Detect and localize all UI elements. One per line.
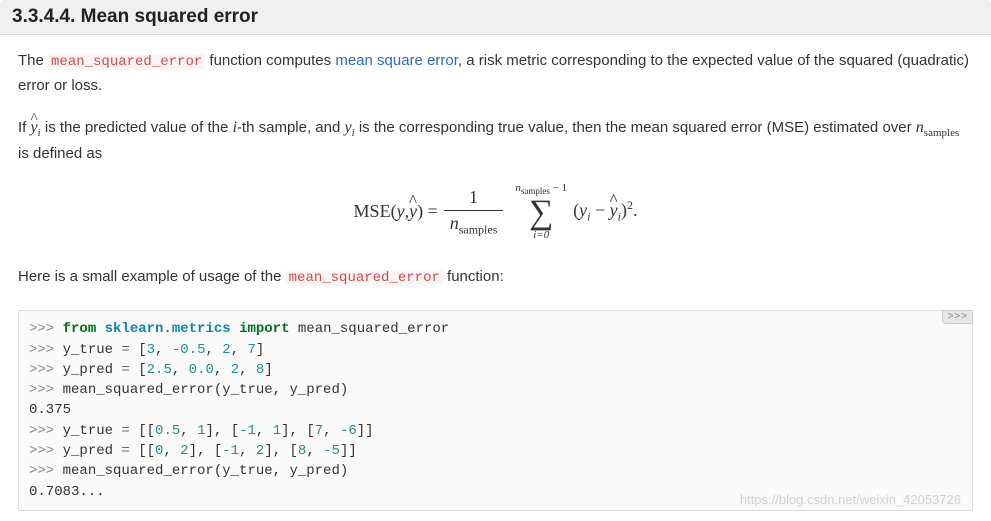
math-yhat: yi [31, 119, 41, 136]
code-inline-mse: mean_squared_error [48, 54, 205, 70]
text: -th sample, and [237, 119, 345, 136]
eq-frac-den: nsamples [444, 211, 504, 239]
eq-term: (yi − yi)2. [573, 196, 637, 227]
text: is the predicted value of the [41, 119, 233, 136]
eq-sum: nsamples − 1 ∑ i=0 [515, 183, 567, 241]
eq-yhat: y [409, 197, 417, 227]
code-example-wrap: >>> >>> from sklearn.metrics import mean… [18, 310, 973, 511]
text: is the corresponding true value, then th… [355, 119, 916, 136]
eq-sigma: ∑ [529, 196, 553, 230]
eq-frac-num: 1 [463, 185, 484, 210]
link-mse[interactable]: mean square error [335, 52, 458, 69]
paragraph-example: Here is a small example of usage of the … [18, 265, 973, 290]
eq-lhs-mse: MSE [354, 197, 391, 227]
text: Here is a small example of usage of the [18, 268, 286, 285]
eq-close-eq: ) = [417, 197, 438, 227]
equation-mse: MSE(y, y) = 1 nsamples nsamples − 1 ∑ i=… [18, 183, 973, 241]
math-y: yi [345, 119, 355, 136]
eq-sum-lower: i=0 [533, 230, 549, 241]
paragraph-definition: If yi is the predicted value of the i-th… [18, 115, 973, 167]
section-header: 3.3.4.4. Mean squared error [0, 0, 991, 35]
code-inline-mse-2: mean_squared_error [286, 270, 443, 286]
eq-y: y [397, 197, 405, 227]
text: is defined as [18, 145, 102, 162]
text: If [18, 119, 31, 136]
eq-fraction: 1 nsamples [444, 185, 504, 238]
math-nsamples: nsamples [916, 119, 959, 136]
text: The [18, 52, 48, 69]
text: function: [443, 268, 504, 285]
section-title: 3.3.4.4. Mean squared error [12, 6, 258, 27]
text: function computes [205, 52, 335, 69]
paragraph-intro: The mean_squared_error function computes… [18, 49, 973, 99]
code-example: >>> from sklearn.metrics import mean_squ… [18, 310, 973, 511]
content: The mean_squared_error function computes… [0, 35, 991, 310]
copy-prompt-button[interactable]: >>> [942, 310, 973, 324]
